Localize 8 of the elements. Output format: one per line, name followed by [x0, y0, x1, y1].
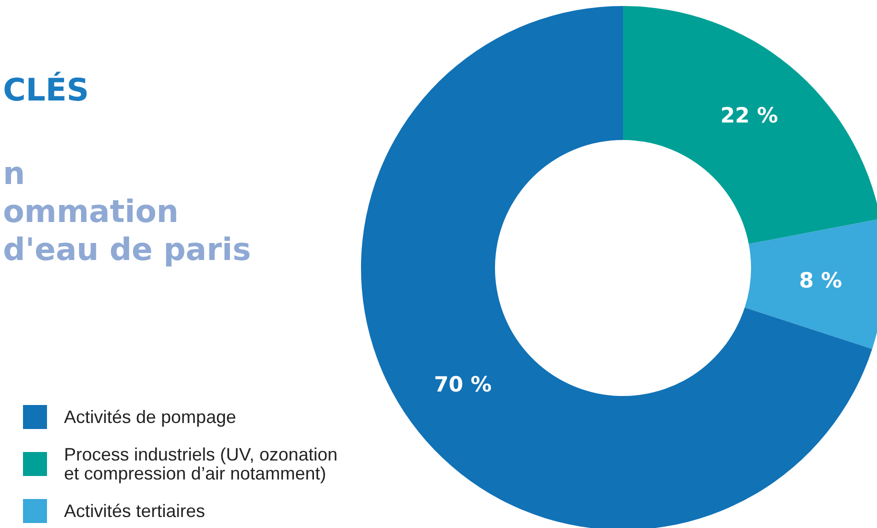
data-label: 22 %	[720, 103, 778, 128]
legend-label: Activités tertiaires	[64, 501, 206, 521]
legend-label: Process industriels (UV, ozonation et compression d’air notamment)	[64, 444, 338, 484]
legend-label: Activités de pompage	[64, 407, 236, 427]
text: n ommation d'eau de paris	[3, 156, 251, 268]
text: CLÉS	[3, 72, 90, 108]
data-label: 8 %	[799, 268, 842, 292]
data-label: 70 %	[434, 372, 492, 396]
